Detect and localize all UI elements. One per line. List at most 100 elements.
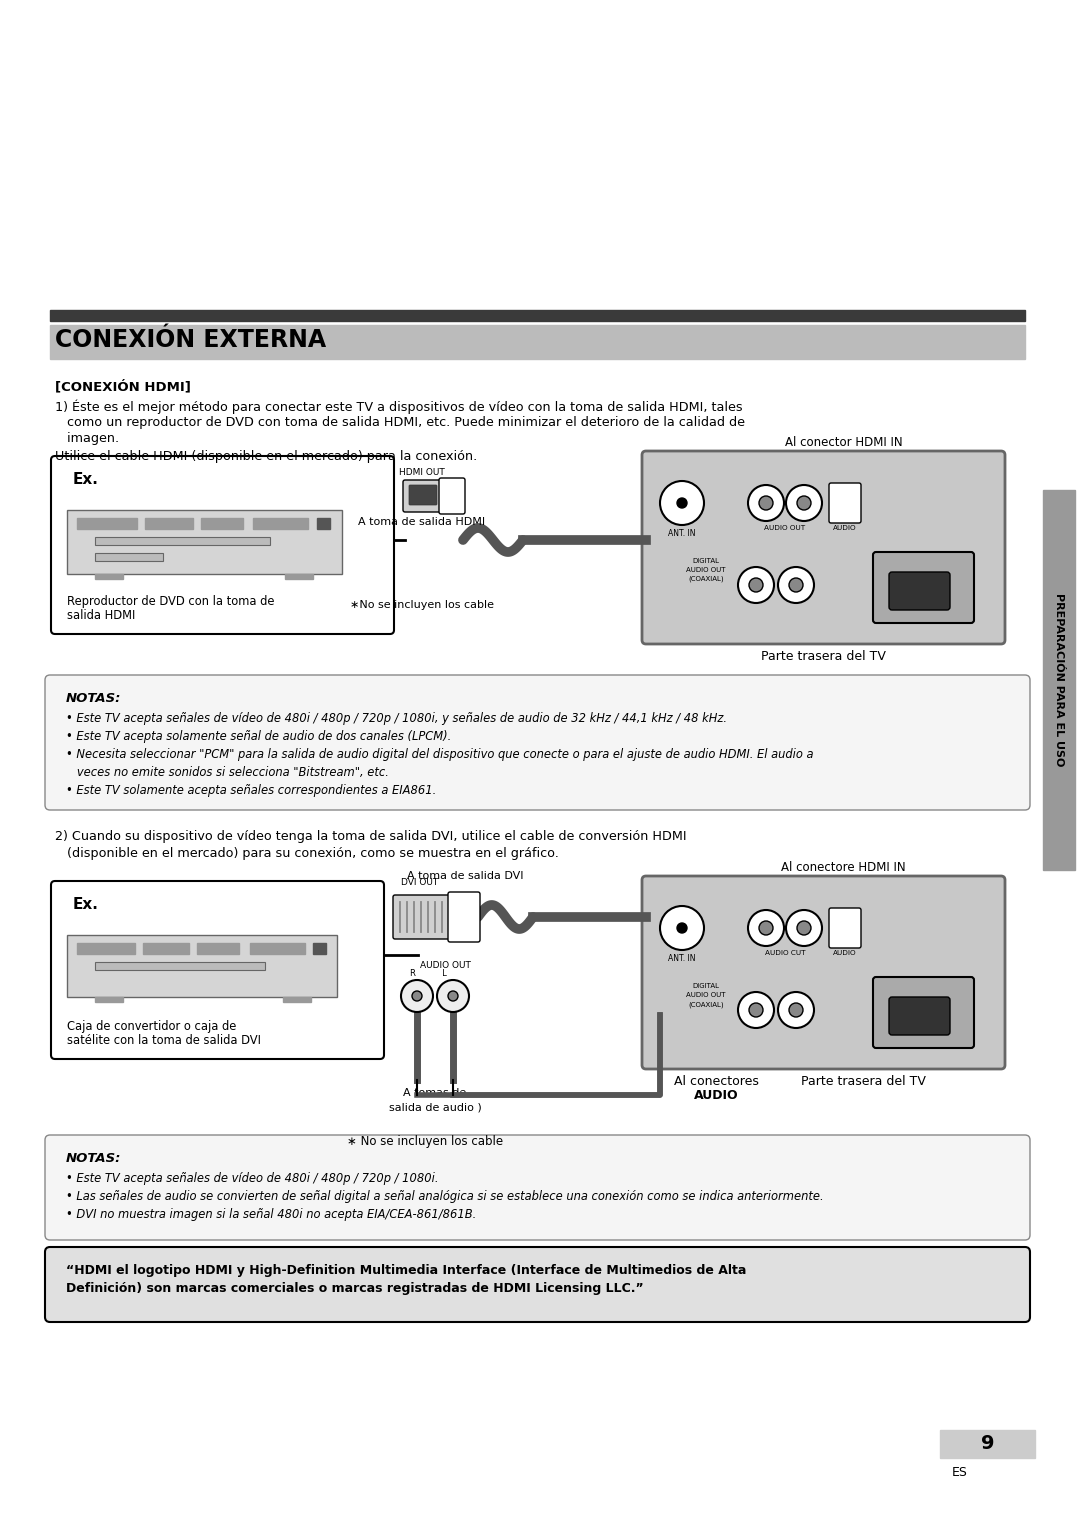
Bar [50,310,1025,321]
Bar [249,943,305,953]
FancyBboxPatch shape [51,882,384,1059]
Circle shape [789,1002,804,1018]
Text: AUDIO OUT: AUDIO OUT [686,992,726,998]
Bar [201,518,243,529]
Circle shape [748,911,784,946]
Text: • Las señales de audio se convierten de señal digital a señal analógica si se es: • Las señales de audio se convierten de … [66,1190,824,1203]
Circle shape [677,498,687,507]
FancyBboxPatch shape [642,876,1005,1070]
Text: Al conectore HDMI IN: Al conectore HDMI IN [781,860,906,874]
Text: AUDIO CUT: AUDIO CUT [765,950,806,957]
Bar [50,325,1025,359]
Circle shape [797,921,811,935]
Bar [283,996,311,1002]
Text: HDMI IN: HDMI IN [907,989,939,996]
Circle shape [778,992,814,1028]
Text: (COAXIAL): (COAXIAL) [688,1001,724,1007]
Text: HDMI IN: HDMI IN [907,562,939,571]
Text: • Este TV acepta solamente señal de audio de dos canales (LPCM).: • Este TV acepta solamente señal de audi… [66,730,451,743]
Bar [143,943,189,953]
Text: satélite con la toma de salida DVI: satélite con la toma de salida DVI [67,1034,261,1047]
Bar [285,575,313,579]
Circle shape [660,906,704,950]
Text: ES: ES [953,1465,968,1479]
Text: “HDMI el logotipo HDMI y High-Definition Multimedia Interface (Interface de Mult: “HDMI el logotipo HDMI y High-Definition… [66,1264,746,1277]
Circle shape [750,578,762,591]
Text: ∗ No se incluyen los cable: ∗ No se incluyen los cable [347,1135,503,1148]
Text: DIGITAL: DIGITAL [692,558,719,564]
Bar [67,935,337,996]
FancyBboxPatch shape [438,478,465,513]
Bar [67,510,342,575]
FancyBboxPatch shape [873,552,974,623]
Text: Al conector HDMI IN: Al conector HDMI IN [785,435,902,449]
Text: HDMI OUT: HDMI OUT [400,468,445,477]
Text: DVI OUT: DVI OUT [402,879,438,886]
Text: DIGITAL: DIGITAL [692,983,719,989]
Text: salida de audio ): salida de audio ) [389,1102,482,1112]
Bar [77,518,137,529]
Text: • DVI no muestra imagen si la señal 480i no acepta EIA/CEA-861/861B.: • DVI no muestra imagen si la señal 480i… [66,1209,476,1221]
Circle shape [401,979,433,1012]
FancyBboxPatch shape [448,892,480,941]
Circle shape [786,911,822,946]
Text: salida HDMI: salida HDMI [67,610,135,622]
Text: Al conectores: Al conectores [674,1076,758,1088]
Text: HDMI: HDMI [913,611,933,620]
Text: AUDIO OUT: AUDIO OUT [765,526,806,532]
Circle shape [789,578,804,591]
Circle shape [738,992,774,1028]
Text: A tomas de: A tomas de [403,1088,467,1099]
Text: A toma de salida HDMI: A toma de salida HDMI [359,516,486,527]
FancyBboxPatch shape [889,996,950,1034]
Text: • Este TV solamente acepta señales correspondientes a EIA861.: • Este TV solamente acepta señales corre… [66,784,436,798]
Circle shape [437,979,469,1012]
FancyBboxPatch shape [889,571,950,610]
Text: Ex.: Ex. [73,472,99,487]
Circle shape [660,481,704,526]
Bar [145,518,193,529]
Bar [77,943,135,953]
Circle shape [778,567,814,604]
Circle shape [411,992,422,1001]
Text: 9: 9 [982,1433,995,1453]
Text: AUDIO: AUDIO [693,1089,739,1102]
Text: NOTAS:: NOTAS: [66,1152,121,1164]
FancyBboxPatch shape [829,483,861,523]
Text: AUDIO: AUDIO [833,950,856,957]
Bar [253,518,308,529]
Circle shape [738,567,774,604]
Circle shape [797,497,811,510]
Text: AUDIO OUT: AUDIO OUT [686,567,726,573]
Bar [95,553,163,561]
Bar [318,518,330,529]
Text: veces no emite sonidos si selecciona "Bitstream", etc.: veces no emite sonidos si selecciona "Bi… [66,766,389,779]
FancyBboxPatch shape [873,976,974,1048]
Text: como un reproductor de DVD con toma de salida HDMI, etc. Puede minimizar el dete: como un reproductor de DVD con toma de s… [55,416,745,429]
Text: 2) Cuando su dispositivo de vídeo tenga la toma de salida DVI, utilice el cable : 2) Cuando su dispositivo de vídeo tenga … [55,830,687,843]
Text: AUDIO OUT: AUDIO OUT [420,961,471,970]
Text: ANT. IN: ANT. IN [669,529,696,538]
Text: A toma de salida DVI: A toma de salida DVI [407,871,523,882]
Bar [95,536,270,545]
FancyBboxPatch shape [393,895,453,940]
Text: Reproductor de DVD con la toma de: Reproductor de DVD con la toma de [67,594,274,608]
Circle shape [677,923,687,934]
Text: Parte trasera del TV: Parte trasera del TV [801,1076,926,1088]
Text: Ex.: Ex. [73,897,99,912]
Text: Definición) son marcas comerciales o marcas registradas de HDMI Licensing LLC.”: Definición) son marcas comerciales o mar… [66,1282,644,1296]
FancyBboxPatch shape [642,451,1005,643]
Text: • Este TV acepta señales de vídeo de 480i / 480p / 720p / 1080i, y señales de au: • Este TV acepta señales de vídeo de 480… [66,712,727,724]
Text: Utilice el cable HDMI (disponible en el mercado) para la conexión.: Utilice el cable HDMI (disponible en el … [55,451,477,463]
Circle shape [750,1002,762,1018]
Text: ∗No se incluyen los cable: ∗No se incluyen los cable [350,601,494,610]
Text: (disponible en el mercado) para su conexión, como se muestra en el gráfico.: (disponible en el mercado) para su conex… [55,847,558,860]
Text: Parte trasera del TV: Parte trasera del TV [761,649,886,663]
Bar [197,943,239,953]
Circle shape [448,992,458,1001]
FancyBboxPatch shape [45,1135,1030,1241]
Text: 1) Éste es el mejor método para conectar este TV a dispositivos de vídeo con la : 1) Éste es el mejor método para conectar… [55,400,743,414]
Text: AUDIO: AUDIO [833,526,856,532]
Circle shape [786,484,822,521]
FancyBboxPatch shape [403,480,443,512]
